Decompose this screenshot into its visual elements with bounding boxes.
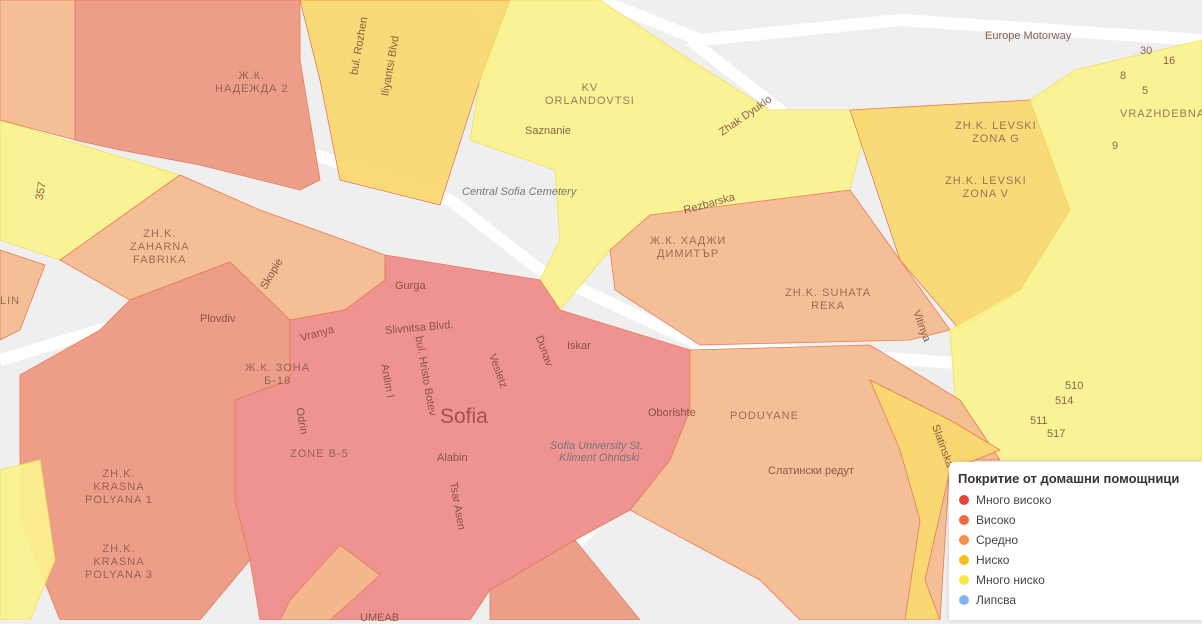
legend-dot-icon — [959, 555, 969, 565]
legend-label: Липсва — [976, 593, 1016, 607]
legend-label: Много ниско — [976, 573, 1045, 587]
district-region-medium[interactable] — [0, 0, 76, 141]
legend-title: Покритие от домашни помощници — [958, 471, 1180, 486]
legend-item[interactable]: Високо — [959, 510, 1202, 530]
district-region-medium[interactable] — [279, 544, 381, 620]
legend-label: Ниско — [976, 553, 1010, 567]
legend: Покритие от домашни помощници Много висо… — [949, 462, 1202, 620]
legend-label: Много високо — [976, 493, 1052, 507]
district-region-very-low[interactable] — [0, 459, 56, 620]
legend-item[interactable]: Много високо — [959, 490, 1202, 510]
legend-dot-icon — [959, 495, 969, 505]
legend-dot-icon — [959, 575, 969, 585]
legend-item[interactable]: Много ниско — [959, 570, 1202, 590]
legend-item[interactable]: Средно — [959, 530, 1202, 550]
legend-dot-icon — [959, 515, 969, 525]
legend-item[interactable]: Липсва — [959, 590, 1202, 610]
district-region-low[interactable] — [869, 379, 1001, 620]
legend-label: Високо — [976, 513, 1016, 527]
legend-item[interactable]: Ниско — [959, 550, 1202, 570]
district-region-very-low[interactable] — [949, 39, 1202, 461]
district-region-medium[interactable] — [0, 249, 46, 341]
legend-dot-icon — [959, 595, 969, 605]
district-region-low[interactable] — [299, 0, 511, 206]
legend-dot-icon — [959, 535, 969, 545]
road — [597, 0, 1202, 47]
legend-label: Средно — [976, 533, 1019, 547]
district-region-high[interactable] — [74, 0, 321, 191]
district-region-high[interactable] — [489, 539, 641, 620]
district-region-medium[interactable] — [609, 189, 951, 346]
